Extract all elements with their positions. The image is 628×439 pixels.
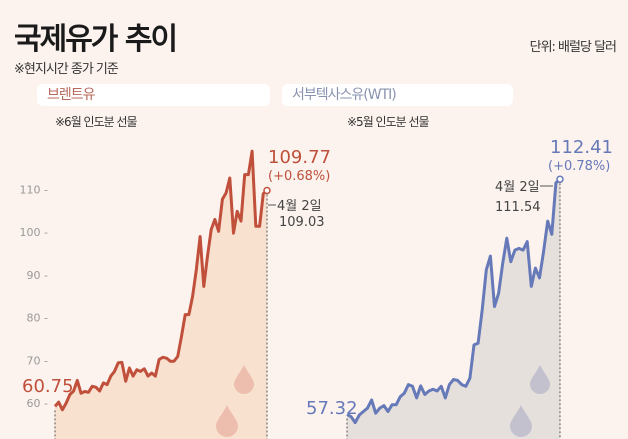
y-tick-label: 90 -	[27, 269, 48, 282]
brent-end-value: 109.77	[268, 147, 331, 168]
brent-area	[55, 151, 267, 439]
oil-drop-icon	[234, 365, 254, 394]
wti-prev-value: 111.54	[495, 200, 541, 215]
wti-end-change: (+0.78%)	[548, 159, 610, 174]
brent-subtitle: ※6월 인도분 선물	[55, 115, 138, 129]
wti-title: 서부텍사스유(WTI)	[282, 84, 513, 106]
wti-area	[347, 179, 560, 439]
brent-line	[53, 149, 268, 412]
brent-end-change: (+0.68%)	[268, 169, 330, 184]
brent-prev-date: 4월 2일	[277, 199, 322, 214]
wti-start-value: 57.32	[306, 398, 358, 419]
brent-title: 브렌트유	[37, 84, 270, 106]
oil-drop-icon	[530, 365, 550, 394]
unit-label: 단위: 배럴당 달러	[529, 40, 617, 55]
oil-drop-icon	[216, 405, 238, 437]
y-tick-label: 60 -	[27, 397, 48, 410]
wti-end-value: 112.41	[550, 137, 613, 158]
page-title: 국제유가 추이	[14, 22, 178, 57]
wti-subtitle: ※5월 인도분 선물	[347, 115, 430, 129]
brent-start-value: 60.75	[22, 376, 74, 397]
y-tick-label: 80 -	[27, 312, 48, 325]
brent-prev-value: 109.03	[279, 215, 325, 230]
wti-prev-date: 4월 2일	[495, 180, 540, 195]
y-tick-label: 100 -	[20, 226, 48, 239]
brent-end-marker	[263, 186, 271, 195]
basis-note: ※현지시간 종가 기준	[14, 62, 119, 77]
oil-drop-icon	[510, 405, 532, 437]
y-tick-label: 110 -	[20, 184, 48, 197]
y-tick-label: 70 -	[27, 354, 48, 367]
wti-end-marker	[556, 175, 564, 183]
